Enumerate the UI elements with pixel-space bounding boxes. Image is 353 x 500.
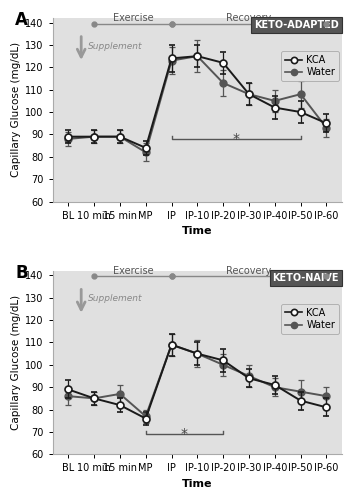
Text: Exercise: Exercise (113, 266, 153, 276)
X-axis label: Time: Time (182, 479, 213, 489)
Text: *: * (233, 132, 240, 145)
Y-axis label: Capillary Glucose (mg/dL): Capillary Glucose (mg/dL) (11, 295, 21, 430)
Y-axis label: Capillary Glucose (mg/dL): Capillary Glucose (mg/dL) (11, 42, 21, 177)
Text: KETO-NAIVE: KETO-NAIVE (273, 272, 339, 282)
Text: KETO-ADAPTED: KETO-ADAPTED (254, 20, 339, 30)
X-axis label: Time: Time (182, 226, 213, 236)
Text: Recovery: Recovery (226, 13, 271, 23)
Text: Exercise: Exercise (113, 13, 153, 23)
Text: A: A (15, 11, 28, 29)
Text: *: * (181, 427, 188, 441)
Text: Recovery: Recovery (226, 266, 271, 276)
Text: B: B (15, 264, 28, 281)
Legend: KCA, Water: KCA, Water (281, 51, 339, 82)
Legend: KCA, Water: KCA, Water (281, 304, 339, 334)
Text: Supplement: Supplement (88, 294, 142, 304)
Text: Supplement: Supplement (88, 42, 142, 50)
